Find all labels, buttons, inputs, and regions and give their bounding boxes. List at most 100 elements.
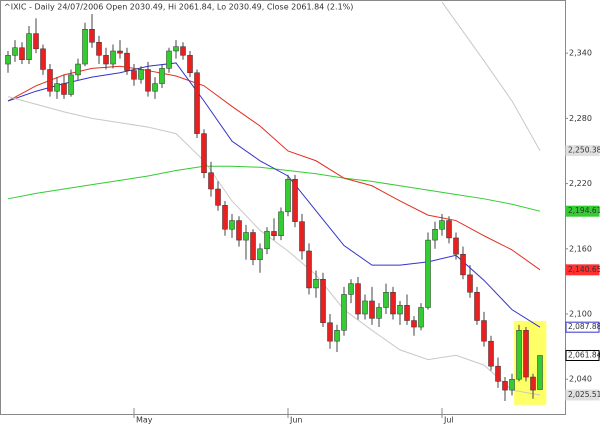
candle-body: [117, 50, 123, 54]
candle-body: [411, 320, 417, 328]
candle-body: [82, 29, 88, 65]
candle-body: [33, 33, 39, 50]
value-label-box: [565, 205, 600, 217]
candle-body: [187, 55, 193, 73]
line: [441, 1, 541, 151]
candle-body: [481, 320, 487, 342]
candle-body: [341, 294, 347, 331]
candle-body: [103, 55, 109, 65]
candle-body: [306, 250, 312, 289]
candle-body: [495, 365, 501, 382]
candle-body: [530, 376, 536, 391]
value-label-box: [565, 349, 600, 361]
chart-title: ^IXIC - Daily 24/07/2006 Open 2030.49, H…: [4, 3, 353, 12]
y-tick-label: 2,280: [569, 114, 592, 123]
candle-body: [264, 231, 270, 250]
candle-body: [425, 239, 431, 308]
candle-body: [348, 283, 354, 295]
candle-body: [362, 300, 368, 315]
candle-body: [516, 330, 522, 380]
candle-body: [12, 47, 18, 56]
candle-body: [236, 220, 242, 241]
y-tick-label: 2,100: [569, 310, 592, 319]
candle-body: [159, 68, 165, 84]
candle-body: [61, 83, 67, 95]
candle-body: [201, 133, 207, 173]
y-tick-label: 2,160: [569, 244, 592, 253]
candle-body: [390, 292, 396, 315]
candle-body: [47, 69, 53, 92]
candle-body: [537, 355, 543, 390]
candle-body: [166, 50, 172, 69]
candle-body: [222, 205, 228, 230]
candle-body: [355, 283, 361, 315]
value-label-box: [565, 389, 600, 401]
candle-body: [131, 70, 137, 80]
value-label-box: [565, 145, 600, 157]
candle-body: [5, 55, 11, 65]
line: [7, 65, 541, 271]
candle-body: [89, 29, 95, 43]
x-tick-label: Jun: [289, 416, 303, 425]
candle-body: [250, 232, 256, 260]
candle-body: [110, 50, 116, 65]
candle-body: [292, 178, 298, 222]
candle-body: [523, 330, 529, 378]
candle-body: [278, 211, 284, 237]
line: [7, 62, 541, 328]
candle-body: [460, 253, 466, 276]
candle-body: [215, 188, 221, 206]
candle-body: [26, 33, 32, 60]
y-tick-label: 2,220: [569, 179, 592, 188]
value-label: 2,025.51: [568, 390, 600, 399]
candle-body: [439, 220, 445, 230]
candle-body: [152, 83, 158, 92]
candle-body: [432, 228, 438, 241]
candle-body: [446, 220, 452, 239]
candle-body: [502, 381, 508, 391]
candle-body: [145, 69, 151, 92]
line: [7, 96, 541, 396]
candle-body: [54, 83, 60, 92]
candle-body: [243, 232, 249, 241]
value-label: 2,250.38: [568, 146, 600, 155]
candle-body: [397, 305, 403, 315]
value-label: 2,194.61: [568, 206, 600, 215]
candle-body: [271, 231, 277, 237]
y-tick-label: 2,040: [569, 375, 592, 384]
candle-body: [208, 172, 214, 190]
value-label: 2,140.65: [568, 265, 600, 274]
candle-body: [327, 322, 333, 342]
y-tick-label: 2,340: [569, 49, 592, 58]
x-tick-label: May: [136, 416, 153, 425]
candle-body: [40, 48, 46, 70]
candle-body: [19, 47, 25, 60]
candle-body: [467, 274, 473, 293]
candle-body: [369, 300, 375, 319]
x-tick-label: Jul: [443, 416, 454, 425]
candle-body: [383, 292, 389, 308]
candle-body: [509, 378, 515, 391]
candle-body: [299, 221, 305, 252]
candle-body: [75, 63, 81, 76]
candle-body: [313, 278, 319, 289]
candle-body: [229, 220, 235, 230]
candle-body: [285, 178, 291, 213]
candle-body: [180, 46, 186, 56]
candle-body: [320, 278, 326, 323]
value-label-box: [565, 321, 600, 333]
candle-body: [376, 307, 382, 319]
plot-frame: [0, 0, 566, 415]
candle-body: [488, 340, 494, 367]
value-label-box: [565, 264, 600, 276]
candle-body: [68, 74, 74, 95]
value-label: 2,061.84: [568, 350, 600, 359]
candle-body: [173, 46, 179, 52]
candle-body: [404, 305, 410, 321]
candle-body: [334, 330, 340, 342]
candle-body: [96, 42, 102, 56]
candle-body: [124, 52, 130, 71]
candle-body: [194, 72, 200, 134]
